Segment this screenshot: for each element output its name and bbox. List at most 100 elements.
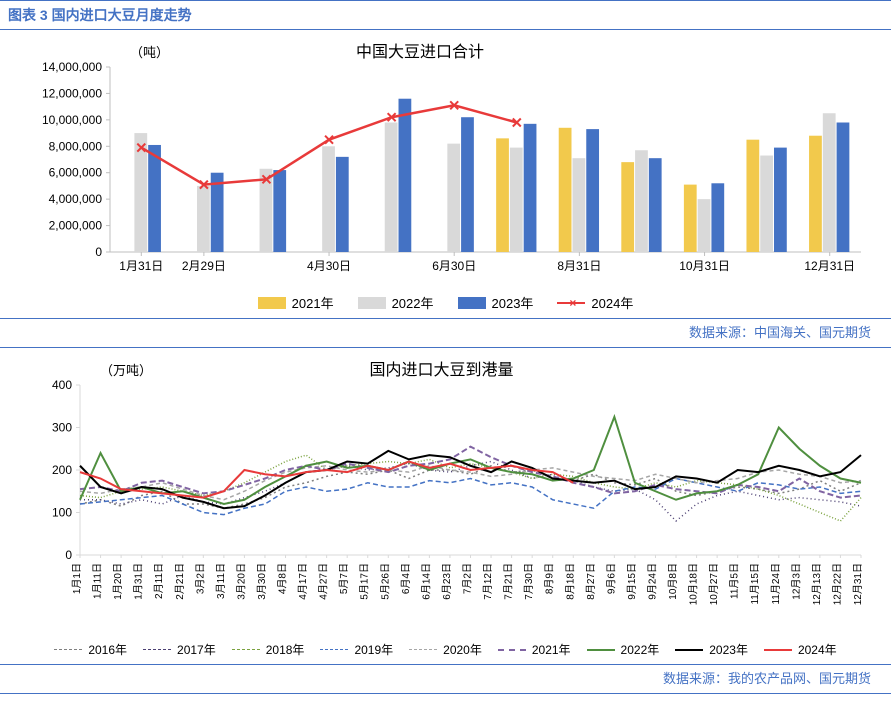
chart1-plot: 02,000,0004,000,0006,000,0008,000,00010,…	[20, 62, 871, 287]
legend-item-y2017: 2017年	[143, 641, 216, 658]
figure-title: 图表 3 国内进口大豆月度走势	[8, 7, 192, 23]
legend-2022: 2022年	[358, 293, 434, 312]
svg-text:12,000,000: 12,000,000	[42, 86, 102, 100]
legend-swatch-2022	[358, 297, 386, 309]
svg-text:10月8日: 10月8日	[667, 563, 679, 600]
svg-text:1月1日: 1月1日	[71, 563, 83, 594]
svg-text:4月30日: 4月30日	[307, 259, 351, 273]
legend-line-icon	[232, 649, 260, 650]
svg-text:11月15日: 11月15日	[749, 563, 761, 605]
legend-label: 2019年	[354, 641, 393, 658]
legend-line-icon	[143, 649, 171, 650]
legend-item-y2022: 2022年	[587, 641, 660, 658]
chart1-block: （吨） 中国大豆进口合计 0 2,000,000 4,000,000 6,000,00…	[0, 30, 891, 318]
legend-item-y2018: 2018年	[232, 641, 305, 658]
legend-label-2022: 2022年	[392, 293, 434, 312]
chart1-title: 中国大豆进口合计	[79, 38, 761, 62]
svg-text:4,000,000: 4,000,000	[49, 192, 103, 206]
svg-text:11月24日: 11月24日	[770, 563, 782, 605]
chart2-source: 数据来源：我的农产品网、国元期货	[0, 665, 891, 694]
svg-text:300: 300	[52, 421, 72, 435]
chart1-svg: 02,000,0004,000,0006,000,0008,000,00010,…	[20, 62, 871, 282]
svg-text:10月27日: 10月27日	[708, 563, 720, 605]
legend-line-2024: ×	[557, 302, 585, 304]
svg-text:3月20日: 3月20日	[235, 563, 247, 600]
legend-label: 2017年	[177, 641, 216, 658]
legend-label-2024: 2024年	[591, 293, 633, 312]
svg-text:0: 0	[95, 245, 102, 259]
svg-text:9月6日: 9月6日	[605, 563, 617, 594]
svg-text:12月13日: 12月13日	[811, 563, 823, 605]
figure-header: 图表 3 国内进口大豆月度走势	[0, 0, 891, 30]
legend-label-2023: 2023年	[492, 293, 534, 312]
svg-text:8月9日: 8月9日	[544, 563, 556, 594]
svg-text:8月18日: 8月18日	[564, 563, 576, 600]
chart2-block: （万吨） 国内进口大豆到港量 01002003004001月1日1月11日1月2…	[0, 348, 891, 664]
legend-label: 2022年	[621, 641, 660, 658]
svg-text:6月30日: 6月30日	[432, 259, 476, 273]
legend-line-icon	[320, 649, 348, 650]
svg-text:10月18日: 10月18日	[688, 563, 700, 605]
svg-text:12月31日: 12月31日	[852, 563, 864, 605]
legend-label: 2016年	[88, 641, 127, 658]
svg-text:4月8日: 4月8日	[277, 563, 289, 594]
legend-swatch-2021	[258, 297, 286, 309]
svg-text:400: 400	[52, 380, 72, 392]
legend-line-icon	[54, 649, 82, 650]
svg-text:3月11日: 3月11日	[215, 563, 227, 599]
legend-label-2021: 2021年	[292, 293, 334, 312]
svg-text:2月29日: 2月29日	[182, 259, 226, 273]
svg-text:3月30日: 3月30日	[256, 563, 268, 600]
chart2-title: 国内进口大豆到港量	[92, 356, 791, 380]
svg-text:1月11日: 1月11日	[92, 563, 104, 599]
chart2-plot: 01002003004001月1日1月11日1月20日1月31日2月11日2月2…	[20, 380, 871, 635]
legend-line-icon	[409, 649, 437, 650]
chart2-svg: 01002003004001月1日1月11日1月20日1月31日2月11日2月2…	[20, 380, 871, 630]
svg-text:6月4日: 6月4日	[400, 563, 412, 594]
svg-text:200: 200	[52, 463, 72, 477]
chart2-title-row: （万吨） 国内进口大豆到港量	[20, 356, 871, 380]
legend-item-y2019: 2019年	[320, 641, 393, 658]
svg-text:1月31日: 1月31日	[119, 259, 163, 273]
svg-text:2月21日: 2月21日	[174, 563, 186, 600]
legend-line-icon	[675, 649, 703, 651]
svg-text:6月23日: 6月23日	[441, 563, 453, 600]
legend-label: 2018年	[266, 641, 305, 658]
svg-text:11月5日: 11月5日	[729, 563, 741, 599]
svg-text:0: 0	[65, 548, 72, 562]
legend-item-y2024: 2024年	[764, 641, 837, 658]
svg-text:14,000,000: 14,000,000	[42, 62, 102, 74]
svg-text:6月14日: 6月14日	[420, 563, 432, 600]
chart1-title-row: （吨） 中国大豆进口合计	[20, 38, 871, 62]
chart2-legend: 2016年 2017年 2018年 2019年 2020年 2021年 2022年 2023年…	[20, 635, 871, 660]
svg-text:8月31日: 8月31日	[557, 259, 601, 273]
legend-line-icon	[498, 649, 526, 651]
legend-label: 2023年	[709, 641, 748, 658]
legend-label: 2021年	[532, 641, 571, 658]
svg-text:7月21日: 7月21日	[503, 563, 515, 600]
chart1-legend: 2021年 2022年 2023年 × 2024年	[20, 287, 871, 314]
svg-text:1月20日: 1月20日	[112, 563, 124, 600]
svg-text:12月3日: 12月3日	[790, 563, 802, 600]
svg-text:8,000,000: 8,000,000	[49, 139, 103, 153]
legend-2024: × 2024年	[557, 293, 633, 312]
legend-label: 2020年	[443, 641, 482, 658]
svg-text:5月17日: 5月17日	[359, 563, 371, 600]
legend-2021: 2021年	[258, 293, 334, 312]
legend-line-icon	[764, 649, 792, 651]
svg-text:6,000,000: 6,000,000	[49, 166, 103, 180]
svg-text:9月15日: 9月15日	[626, 563, 638, 600]
svg-text:2,000,000: 2,000,000	[49, 219, 103, 233]
legend-item-y2023: 2023年	[675, 641, 748, 658]
svg-text:7月30日: 7月30日	[523, 563, 535, 600]
svg-text:5月7日: 5月7日	[338, 563, 350, 594]
svg-text:10月31日: 10月31日	[679, 259, 730, 273]
legend-x-icon: ×	[569, 296, 576, 310]
svg-text:4月17日: 4月17日	[297, 563, 309, 600]
legend-line-icon	[587, 649, 615, 651]
legend-item-y2021: 2021年	[498, 641, 571, 658]
svg-text:3月2日: 3月2日	[194, 563, 206, 594]
legend-2023: 2023年	[458, 293, 534, 312]
svg-text:2月11日: 2月11日	[153, 563, 165, 599]
legend-label: 2024年	[798, 641, 837, 658]
